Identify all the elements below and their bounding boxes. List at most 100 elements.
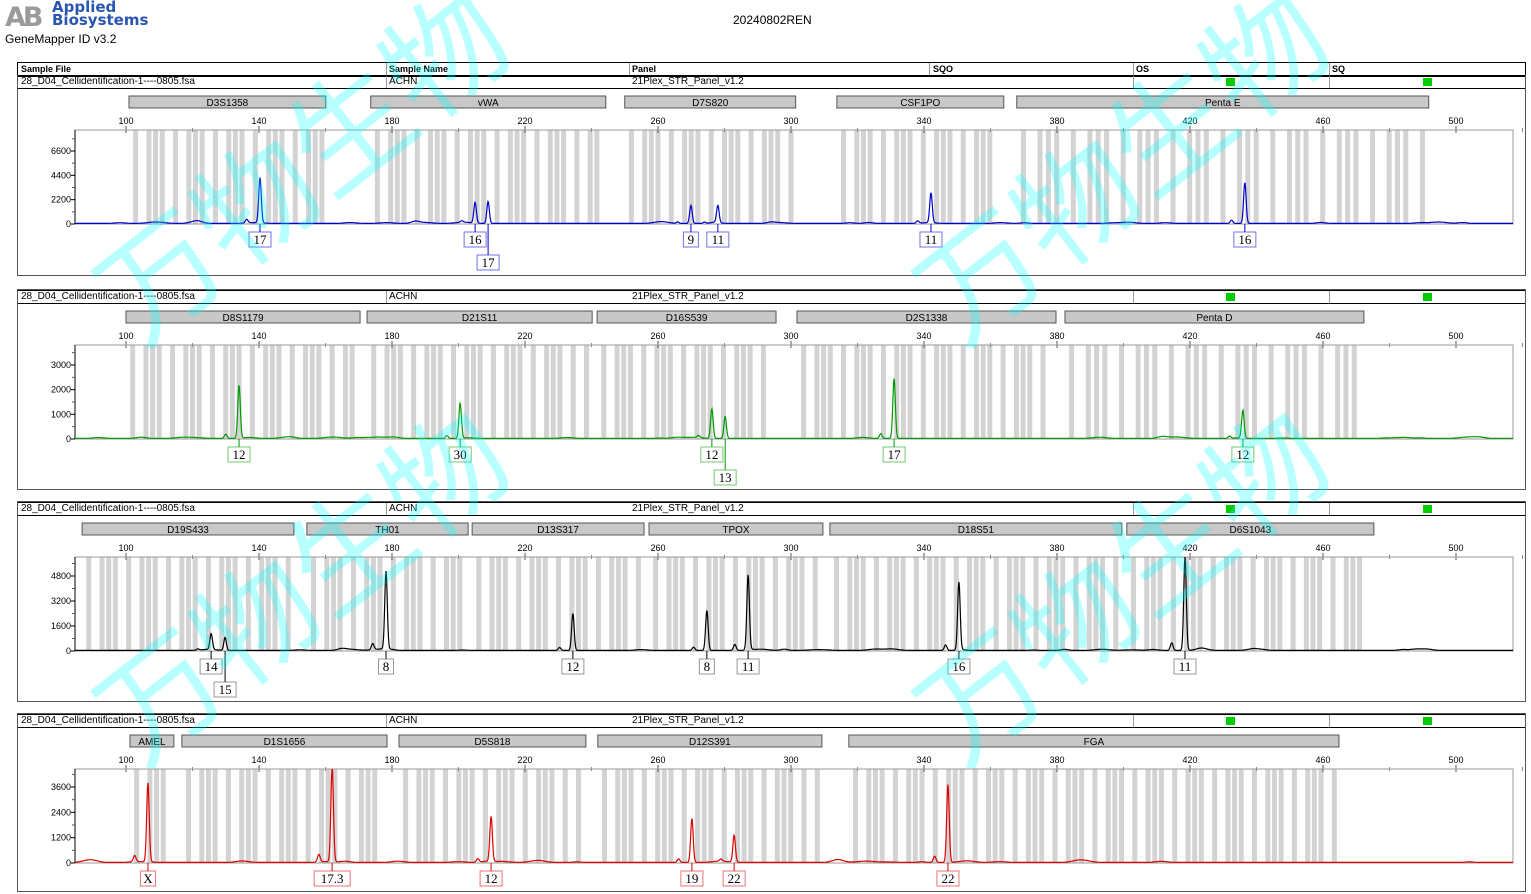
allele-bin bbox=[561, 130, 567, 224]
allele-bin bbox=[1335, 345, 1341, 439]
allele-bin bbox=[748, 130, 754, 224]
allele-bin bbox=[232, 557, 238, 651]
allele-label-box[interactable] bbox=[199, 658, 223, 675]
allele-label-box[interactable] bbox=[722, 870, 746, 887]
allele-label-box[interactable] bbox=[680, 870, 704, 887]
signal-trace-blue bbox=[75, 177, 1513, 224]
x-tick-label: 260 bbox=[650, 116, 665, 126]
allele-bin bbox=[1318, 769, 1324, 863]
allele-label-box[interactable] bbox=[936, 870, 960, 887]
locus-bar[interactable] bbox=[181, 734, 388, 748]
allele-bin bbox=[1202, 345, 1208, 439]
allele-bin bbox=[907, 345, 913, 439]
locus-bar[interactable] bbox=[81, 522, 295, 536]
locus-bar[interactable] bbox=[648, 522, 824, 536]
locus-bar[interactable] bbox=[398, 734, 587, 748]
allele-bin bbox=[179, 557, 185, 651]
allele-label-box[interactable] bbox=[706, 231, 730, 248]
allele-label-box[interactable] bbox=[700, 446, 724, 463]
allele-bin bbox=[1092, 769, 1098, 863]
locus-bar[interactable] bbox=[125, 310, 361, 324]
locus-bar[interactable] bbox=[1126, 522, 1375, 536]
allele-label-box[interactable] bbox=[476, 254, 500, 271]
sample-file: 28_D04_Cellidentification-1----0805.fsa bbox=[21, 503, 195, 514]
allele-label-box[interactable] bbox=[1173, 658, 1197, 675]
allele-label-box[interactable] bbox=[919, 231, 943, 248]
locus-bar[interactable] bbox=[1016, 95, 1430, 109]
allele-bin bbox=[847, 557, 853, 651]
locus-bar[interactable] bbox=[306, 522, 469, 536]
sq-quality-flag bbox=[1423, 505, 1432, 513]
locus-bar[interactable] bbox=[829, 522, 1123, 536]
allele-label-box[interactable] bbox=[1233, 231, 1257, 248]
allele-bin bbox=[451, 345, 457, 439]
allele-label-box[interactable] bbox=[682, 231, 699, 248]
allele-bin bbox=[827, 345, 833, 439]
allele-label-box[interactable] bbox=[561, 658, 585, 675]
allele-label: 14 bbox=[205, 659, 219, 674]
x-tick-label: 460 bbox=[1315, 755, 1330, 765]
allele-label-box[interactable] bbox=[213, 681, 237, 698]
allele-label-box[interactable] bbox=[378, 658, 395, 675]
locus-label: FGA bbox=[1084, 737, 1105, 748]
allele-bin bbox=[403, 769, 409, 863]
allele-bin bbox=[1033, 557, 1039, 651]
allele-bin bbox=[594, 130, 600, 224]
allele-bin bbox=[276, 345, 282, 439]
allele-bin bbox=[390, 557, 396, 651]
electropherogram-plot: D19S433 TH01 D13S317 TPOX D18S51 D6S1043 100 14… bbox=[51, 522, 1523, 698]
allele-label-box[interactable] bbox=[882, 446, 906, 463]
locus-bar[interactable] bbox=[796, 310, 1057, 324]
allele-label-box[interactable] bbox=[227, 446, 251, 463]
allele-bin bbox=[467, 130, 473, 224]
allele-label: 19 bbox=[685, 871, 698, 886]
locus-bar[interactable] bbox=[370, 95, 607, 109]
locus-bar[interactable] bbox=[596, 310, 777, 324]
allele-bin bbox=[303, 345, 309, 439]
allele-bin bbox=[183, 345, 189, 439]
allele-label-box[interactable] bbox=[1231, 446, 1255, 463]
allele-label-box[interactable] bbox=[448, 446, 472, 463]
locus-bar[interactable] bbox=[129, 734, 175, 748]
allele-label-box[interactable] bbox=[947, 658, 971, 675]
allele-bin bbox=[245, 769, 251, 863]
locus-bar[interactable] bbox=[1064, 310, 1365, 324]
allele-bin bbox=[542, 769, 548, 863]
allele-label-box[interactable] bbox=[139, 870, 156, 887]
x-tick-label: 260 bbox=[650, 331, 665, 341]
x-tick-label: 220 bbox=[517, 543, 532, 553]
allele-bin bbox=[1345, 130, 1351, 224]
x-tick-label: 340 bbox=[916, 331, 931, 341]
allele-label-box[interactable] bbox=[713, 469, 737, 486]
x-tick-label: 460 bbox=[1315, 331, 1330, 341]
allele-bin bbox=[980, 130, 986, 224]
locus-bar[interactable] bbox=[128, 95, 327, 109]
os-quality-flag bbox=[1226, 717, 1235, 725]
allele-label: 22 bbox=[728, 871, 741, 886]
allele-bin bbox=[219, 557, 225, 651]
allele-bin bbox=[358, 769, 364, 863]
allele-label-box[interactable] bbox=[248, 231, 272, 248]
allele-bin bbox=[960, 130, 966, 224]
allele-bin bbox=[562, 769, 568, 863]
x-tick-label: 500 bbox=[1448, 331, 1463, 341]
allele-bin bbox=[502, 557, 508, 651]
allele-label-box[interactable] bbox=[479, 870, 503, 887]
sample-name: ACHN bbox=[389, 76, 418, 87]
allele-bin bbox=[364, 557, 370, 651]
locus-bar[interactable] bbox=[366, 310, 593, 324]
locus-bar[interactable] bbox=[836, 95, 1005, 109]
allele-label-box[interactable] bbox=[313, 870, 351, 887]
allele-label: 17 bbox=[253, 232, 267, 247]
locus-bar[interactable] bbox=[597, 734, 823, 748]
allele-bin bbox=[920, 345, 926, 439]
locus-bar[interactable] bbox=[624, 95, 797, 109]
locus-bar[interactable] bbox=[848, 734, 1340, 748]
allele-bin bbox=[741, 769, 747, 863]
locus-bar[interactable] bbox=[471, 522, 645, 536]
allele-bin bbox=[1220, 130, 1226, 224]
allele-bin bbox=[1119, 769, 1125, 863]
allele-label-box[interactable] bbox=[736, 658, 760, 675]
allele-label-box[interactable] bbox=[463, 231, 487, 248]
allele-label-box[interactable] bbox=[698, 658, 715, 675]
